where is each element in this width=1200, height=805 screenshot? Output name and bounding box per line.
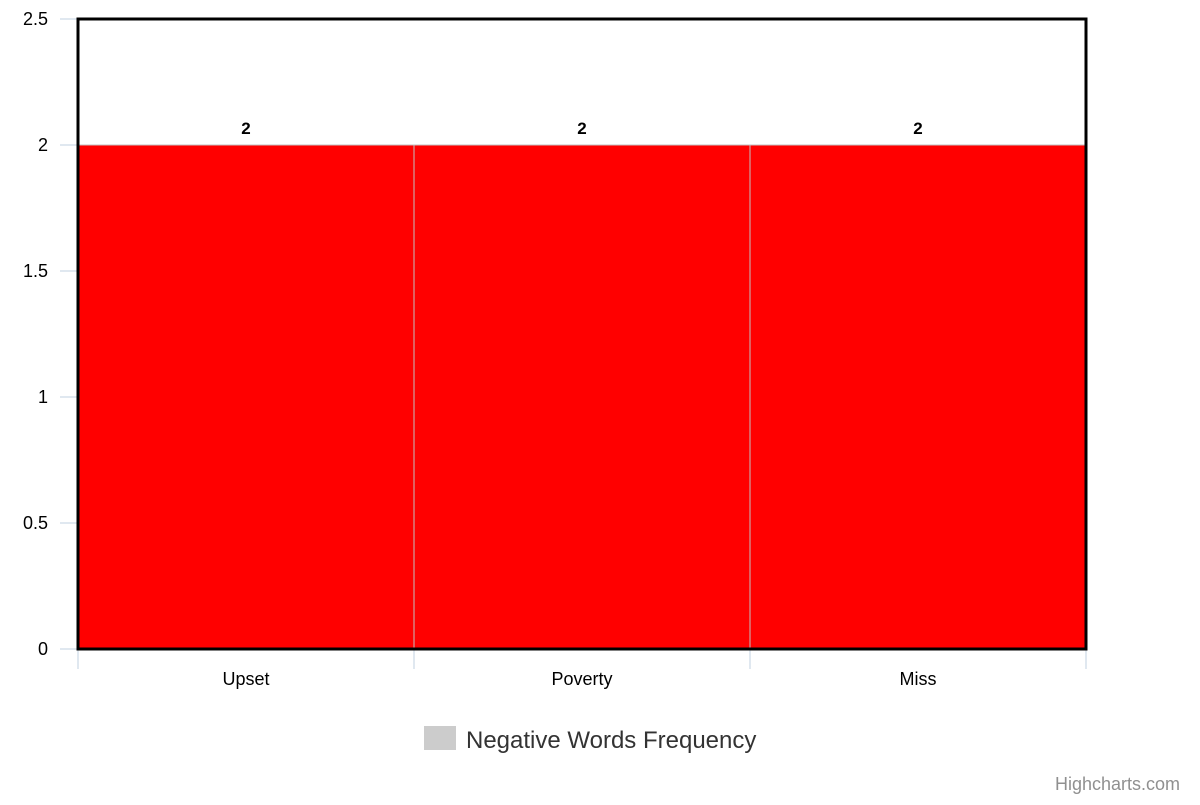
bar-poverty[interactable] — [413, 144, 751, 650]
y-tick-label: 1 — [38, 387, 48, 407]
legend-symbol[interactable] — [424, 726, 456, 750]
bars — [77, 144, 1087, 650]
y-tick-label: 2.5 — [23, 9, 48, 29]
bar-upset[interactable] — [77, 144, 415, 650]
x-tick-label: Poverty — [551, 669, 612, 689]
credits-link[interactable]: Highcharts.com — [1055, 774, 1180, 794]
data-label: 2 — [577, 119, 586, 138]
data-label: 2 — [241, 119, 250, 138]
legend-label[interactable]: Negative Words Frequency — [466, 727, 756, 754]
x-tick-label: Miss — [900, 669, 937, 689]
y-tick-label: 0.5 — [23, 513, 48, 533]
y-tick-label: 2 — [38, 135, 48, 155]
x-axis: Upset Poverty Miss — [77, 649, 1087, 689]
x-tick-label: Upset — [222, 669, 269, 689]
y-tick-label: 1.5 — [23, 261, 48, 281]
plot-border — [76, 17, 1088, 651]
bar-miss[interactable] — [749, 144, 1087, 650]
data-label: 2 — [913, 119, 922, 138]
legend[interactable]: Negative Words Frequency — [424, 726, 756, 754]
y-tick-label: 0 — [38, 639, 48, 659]
y-axis: 0 0.5 1 1.5 2 2.5 — [23, 9, 78, 659]
data-labels: 2 2 2 — [241, 119, 922, 138]
